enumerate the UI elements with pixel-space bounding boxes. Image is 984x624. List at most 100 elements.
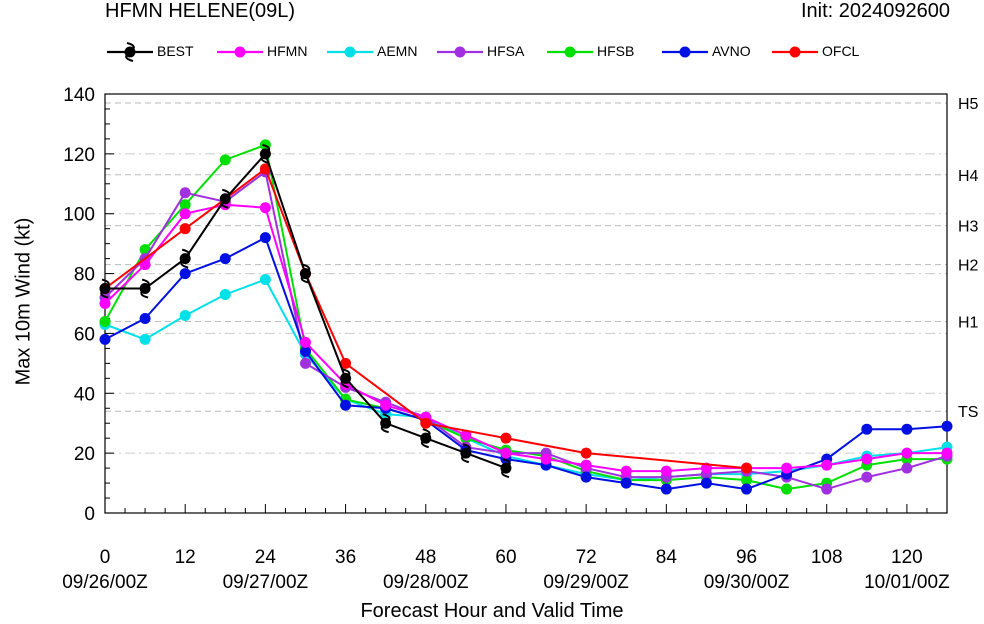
x-tick-label: 0 <box>100 547 111 568</box>
legend-swatch-marker <box>679 46 691 58</box>
best-track-hurricane-symbol <box>461 443 471 464</box>
y-tick-label: 20 <box>74 444 95 465</box>
series-line-hfsa <box>104 170 948 491</box>
x-tick-label: 120 <box>891 547 923 568</box>
series-point-avno <box>941 420 953 432</box>
x-tick-label: 12 <box>175 547 196 568</box>
hurricane-symbol-icon <box>125 42 135 62</box>
series-point-hfmn <box>580 459 592 471</box>
series-point-hfsb <box>219 154 231 166</box>
category-label: H3 <box>958 219 979 236</box>
series-point-hfmn <box>179 208 191 220</box>
legend-swatch <box>662 46 708 58</box>
legend-swatch <box>107 42 153 62</box>
y-tick-label: 0 <box>84 504 95 525</box>
series-point-avno <box>299 345 311 357</box>
x-date-label: 09/30/00Z <box>704 572 790 593</box>
series-line-best <box>105 151 507 470</box>
best-track-hurricane-symbol <box>300 263 311 284</box>
series-point-avno <box>179 268 191 280</box>
series-point-avno <box>861 423 873 435</box>
series-point-hfmn <box>861 453 873 465</box>
y-tick-label: 140 <box>63 85 95 106</box>
x-tick-label: 96 <box>736 547 757 568</box>
series-point-ofcl <box>580 447 592 459</box>
series-point-hfmn <box>259 202 271 214</box>
category-label: TS <box>958 404 978 421</box>
best-track-hurricane-symbol <box>420 428 431 449</box>
series-line-avno <box>104 236 948 491</box>
y-tick-label: 120 <box>63 145 95 166</box>
series-point-ofcl <box>500 432 512 444</box>
series-line-aemn <box>104 278 948 482</box>
x-tick-label: 48 <box>415 547 436 568</box>
y-tick-label: 60 <box>74 324 95 345</box>
series-point-hfsa <box>299 357 311 369</box>
series-point-aemn <box>259 274 271 286</box>
series-point-hfmn <box>901 447 913 459</box>
series-point-avno <box>219 253 231 265</box>
series-point-hfmn <box>500 447 512 459</box>
y-axis-label: Max 10m Wind (kt) <box>12 217 35 386</box>
legend-label: OFCL <box>822 43 860 59</box>
series-point-hfmn <box>540 453 552 465</box>
x-date-label: 10/01/00Z <box>864 572 950 593</box>
series-point-ofcl <box>259 163 271 175</box>
series-line-hfmn <box>104 203 947 473</box>
series-point-hfmn <box>941 447 953 459</box>
series-point-avno <box>259 232 271 244</box>
category-label: H1 <box>958 314 979 331</box>
series-point-hfsb <box>99 315 111 327</box>
x-tick-label: 24 <box>255 547 277 568</box>
series-point-avno <box>580 471 592 483</box>
x-axis-label: Forecast Hour and Valid Time <box>360 600 624 622</box>
series-point-ofcl <box>179 223 191 235</box>
best-track-hurricane-symbol <box>100 278 110 299</box>
x-tick-label: 60 <box>495 547 516 568</box>
legend-swatch <box>217 46 263 58</box>
legend-label: HFSB <box>597 43 635 59</box>
series-point-avno <box>340 399 352 411</box>
x-tick-label: 108 <box>811 547 843 568</box>
y-tick-label: 100 <box>63 205 95 226</box>
x-tick-label: 36 <box>335 547 356 568</box>
x-date-label: 09/27/00Z <box>223 572 309 593</box>
legend-swatch <box>327 46 373 58</box>
legend-label: HFSA <box>487 43 525 59</box>
legend-swatch <box>547 46 593 58</box>
best-track-hurricane-symbol <box>501 458 511 479</box>
series-point-avno <box>620 477 632 489</box>
series-point-avno <box>99 333 111 345</box>
series-point-ofcl <box>340 357 352 369</box>
series-point-aemn <box>139 333 151 345</box>
legend-label: BEST <box>157 43 194 59</box>
series-point-hfsb <box>781 483 793 495</box>
series-point-hfmn <box>660 465 672 477</box>
best-track-hurricane-symbol <box>140 278 150 299</box>
chart-title: HFMN HELENE(09L) <box>105 0 296 22</box>
series-point-aemn <box>179 309 191 321</box>
legend-label: AVNO <box>712 43 751 59</box>
series-point-avno <box>139 312 151 324</box>
series-point-hfsa <box>179 187 191 199</box>
series-point-avno <box>901 423 913 435</box>
series-point-avno <box>700 477 712 489</box>
x-date-label: 09/29/00Z <box>543 572 629 593</box>
x-tick-label: 72 <box>576 547 597 568</box>
series-point-hfsa <box>901 462 913 474</box>
series-point-ofcl <box>420 417 432 429</box>
legend-swatch <box>437 46 483 58</box>
series-point-hfsb <box>741 474 753 486</box>
y-tick-label: 40 <box>74 384 95 405</box>
series-point-hfmn <box>380 399 392 411</box>
y-tick-label: 80 <box>74 265 95 286</box>
category-label: H2 <box>958 258 979 275</box>
series-point-avno <box>741 483 753 495</box>
series-point-hfmn <box>781 462 793 474</box>
series-point-hfsa <box>821 483 833 495</box>
best-track-hurricane-symbol <box>380 413 391 434</box>
legend-label: HFMN <box>267 43 308 59</box>
x-date-label: 09/26/00Z <box>62 572 148 593</box>
series-point-hfmn <box>299 336 311 348</box>
